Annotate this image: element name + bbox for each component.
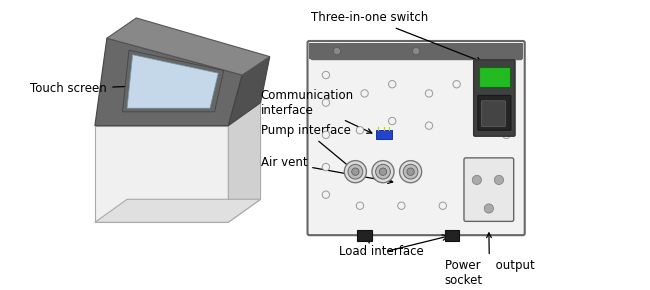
Circle shape bbox=[502, 99, 510, 106]
Circle shape bbox=[484, 204, 493, 213]
FancyBboxPatch shape bbox=[478, 95, 511, 130]
Circle shape bbox=[400, 161, 422, 183]
FancyBboxPatch shape bbox=[464, 158, 514, 221]
Text: Three-in-one switch: Three-in-one switch bbox=[311, 12, 481, 62]
Circle shape bbox=[372, 161, 394, 183]
Polygon shape bbox=[122, 50, 224, 112]
Circle shape bbox=[322, 131, 330, 139]
Circle shape bbox=[502, 71, 510, 79]
Circle shape bbox=[380, 168, 387, 175]
FancyBboxPatch shape bbox=[358, 230, 372, 241]
Circle shape bbox=[322, 71, 330, 79]
Circle shape bbox=[403, 164, 418, 179]
Circle shape bbox=[425, 122, 433, 129]
FancyBboxPatch shape bbox=[309, 43, 523, 59]
Circle shape bbox=[348, 164, 363, 179]
Polygon shape bbox=[228, 103, 261, 222]
Circle shape bbox=[376, 164, 391, 179]
Polygon shape bbox=[95, 38, 242, 126]
Circle shape bbox=[495, 175, 504, 184]
Text: Communication
interface: Communication interface bbox=[261, 89, 372, 133]
Text: Load interface: Load interface bbox=[339, 238, 424, 258]
Circle shape bbox=[502, 191, 510, 198]
Circle shape bbox=[344, 161, 367, 183]
Circle shape bbox=[333, 47, 341, 55]
Text: Air vent: Air vent bbox=[261, 156, 393, 184]
Polygon shape bbox=[127, 55, 218, 108]
Text: Touch screen: Touch screen bbox=[31, 82, 178, 95]
Polygon shape bbox=[95, 199, 261, 222]
FancyBboxPatch shape bbox=[478, 67, 510, 87]
Circle shape bbox=[356, 202, 363, 209]
Circle shape bbox=[322, 191, 330, 198]
FancyBboxPatch shape bbox=[482, 101, 506, 126]
Circle shape bbox=[356, 126, 363, 134]
Circle shape bbox=[502, 163, 510, 171]
Circle shape bbox=[322, 99, 330, 106]
Circle shape bbox=[439, 202, 447, 209]
FancyBboxPatch shape bbox=[445, 230, 460, 241]
Circle shape bbox=[425, 90, 433, 97]
Polygon shape bbox=[95, 126, 228, 222]
Circle shape bbox=[473, 175, 482, 184]
Circle shape bbox=[361, 90, 369, 97]
Circle shape bbox=[491, 202, 499, 209]
Circle shape bbox=[407, 168, 414, 175]
FancyBboxPatch shape bbox=[376, 130, 392, 139]
Circle shape bbox=[322, 163, 330, 171]
Circle shape bbox=[398, 202, 405, 209]
Circle shape bbox=[467, 202, 474, 209]
FancyBboxPatch shape bbox=[474, 60, 515, 136]
Text: Power    output
socket: Power output socket bbox=[445, 233, 534, 287]
Polygon shape bbox=[228, 57, 270, 126]
Polygon shape bbox=[311, 45, 521, 59]
Polygon shape bbox=[107, 18, 270, 75]
Text: Pump interface: Pump interface bbox=[261, 124, 352, 169]
Circle shape bbox=[389, 81, 396, 88]
Circle shape bbox=[453, 81, 460, 88]
Circle shape bbox=[502, 131, 510, 139]
Circle shape bbox=[469, 202, 476, 209]
FancyBboxPatch shape bbox=[307, 41, 525, 235]
Circle shape bbox=[389, 117, 396, 125]
Circle shape bbox=[413, 47, 420, 55]
Circle shape bbox=[352, 168, 359, 175]
